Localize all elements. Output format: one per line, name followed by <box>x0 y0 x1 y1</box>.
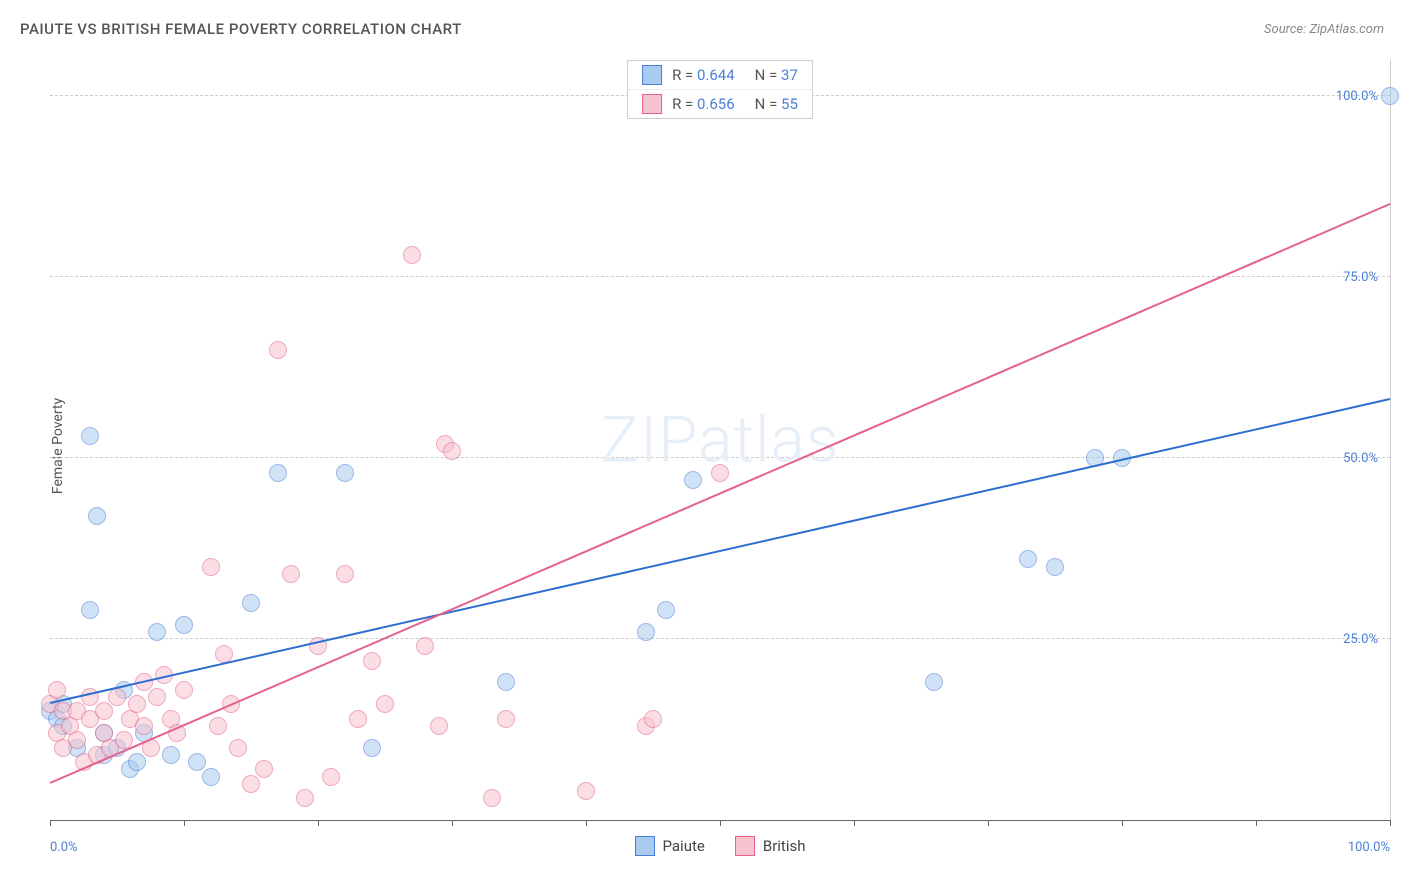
data-point <box>711 464 729 482</box>
y-tick-label: 50.0% <box>1343 451 1382 466</box>
x-tick <box>452 820 453 826</box>
data-point <box>416 637 434 655</box>
data-point <box>48 681 66 699</box>
x-tick <box>854 820 855 826</box>
data-point <box>430 717 448 735</box>
data-point <box>188 753 206 771</box>
x-tick <box>1390 820 1391 826</box>
data-point <box>202 558 220 576</box>
trendline <box>50 203 1391 784</box>
data-point <box>148 688 166 706</box>
data-point <box>497 673 515 691</box>
data-point <box>202 768 220 786</box>
data-point <box>363 652 381 670</box>
data-point <box>81 427 99 445</box>
data-point <box>322 768 340 786</box>
x-tick <box>184 820 185 826</box>
legend-series-item: Paiute <box>635 836 705 856</box>
data-point <box>175 616 193 634</box>
chart-title: PAIUTE VS BRITISH FEMALE POVERTY CORRELA… <box>20 20 462 38</box>
x-tick <box>720 820 721 826</box>
data-point <box>209 717 227 735</box>
x-tick <box>586 820 587 826</box>
trendline <box>50 398 1390 704</box>
data-point <box>162 746 180 764</box>
legend-n-label: N = 37 <box>755 66 798 84</box>
source-name: ZipAtlas.com <box>1309 22 1384 37</box>
legend-swatch <box>642 94 662 114</box>
data-point <box>108 688 126 706</box>
plot-area: ZIPatlas R = 0.644N = 37R = 0.656N = 55 … <box>50 60 1391 821</box>
x-tick-label-max: 100.0% <box>1348 840 1390 855</box>
legend-swatch <box>635 836 655 856</box>
data-point <box>88 507 106 525</box>
data-point <box>68 731 86 749</box>
legend-swatch <box>735 836 755 856</box>
legend-series-label: British <box>763 837 806 855</box>
data-point <box>282 565 300 583</box>
legend-series: Paiute British <box>50 836 1390 856</box>
gridline-h <box>50 638 1390 639</box>
data-point <box>229 739 247 757</box>
data-point <box>403 246 421 264</box>
legend-swatch <box>642 65 662 85</box>
data-point <box>148 623 166 641</box>
data-point <box>128 753 146 771</box>
y-tick-label: 75.0% <box>1343 270 1382 285</box>
legend-correlation-box: R = 0.644 N = 37 R = 0.656 N = 55 <box>627 60 813 119</box>
data-point <box>637 623 655 641</box>
x-tick <box>1122 820 1123 826</box>
data-point <box>577 782 595 800</box>
x-tick <box>318 820 319 826</box>
legend-correlation-row: R = 0.656 N = 55 <box>628 89 812 118</box>
x-tick-label-min: 0.0% <box>50 840 78 855</box>
data-point <box>1046 558 1064 576</box>
data-point <box>1019 550 1037 568</box>
source-attribution: Source: ZipAtlas.com <box>1264 22 1384 37</box>
data-point <box>349 710 367 728</box>
data-point <box>376 695 394 713</box>
legend-series-label: Paiute <box>663 837 705 855</box>
legend-n-label: N = 55 <box>755 95 798 113</box>
data-point <box>269 341 287 359</box>
data-point <box>336 565 354 583</box>
data-point <box>497 710 515 728</box>
data-point <box>657 601 675 619</box>
data-point <box>336 464 354 482</box>
data-point <box>269 464 287 482</box>
data-point <box>95 702 113 720</box>
x-tick <box>1256 820 1257 826</box>
data-point <box>242 594 260 612</box>
data-point <box>255 760 273 778</box>
data-point <box>925 673 943 691</box>
gridline-h <box>50 276 1390 277</box>
data-point <box>483 789 501 807</box>
x-tick <box>988 820 989 826</box>
legend-r-label: R = 0.656 <box>672 95 735 113</box>
source-prefix: Source: <box>1264 22 1309 37</box>
data-point <box>242 775 260 793</box>
legend-series-item: British <box>735 836 806 856</box>
x-tick <box>50 820 51 826</box>
data-point <box>644 710 662 728</box>
data-point <box>296 789 314 807</box>
data-point <box>684 471 702 489</box>
y-tick-label: 25.0% <box>1343 632 1382 647</box>
data-point <box>1381 87 1399 105</box>
y-tick-label: 100.0% <box>1336 89 1382 104</box>
gridline-h <box>50 457 1390 458</box>
legend-r-label: R = 0.644 <box>672 66 735 84</box>
data-point <box>135 717 153 735</box>
data-point <box>363 739 381 757</box>
data-point <box>443 442 461 460</box>
data-point <box>81 601 99 619</box>
legend-correlation-row: R = 0.644 N = 37 <box>628 61 812 89</box>
data-point <box>175 681 193 699</box>
data-point <box>128 695 146 713</box>
